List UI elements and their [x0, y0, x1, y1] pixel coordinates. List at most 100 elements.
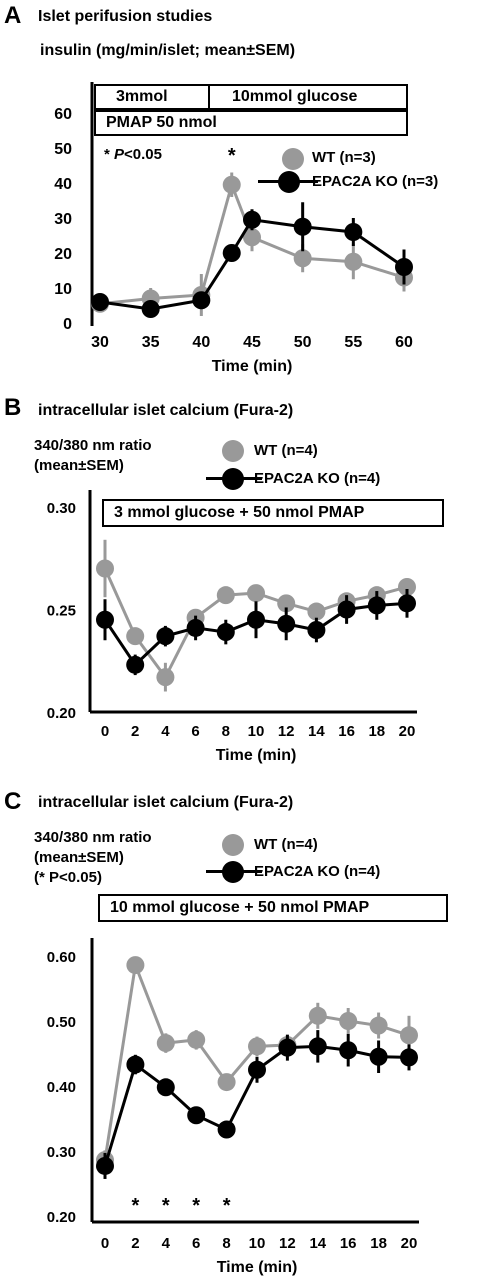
data-point	[369, 1016, 388, 1035]
data-point	[141, 300, 160, 318]
legend-wt-marker-c	[222, 834, 244, 856]
data-point	[337, 600, 356, 619]
x-tick-label-b: 2	[131, 723, 139, 740]
data-point	[278, 1038, 297, 1057]
x-tick-label-c: 16	[340, 1235, 357, 1252]
chart-c: 0.20 0.30 0.40 0.50 0.60 0 2 4 6 8 10 12 14 16 18 20 Tim…	[47, 938, 419, 1276]
panel-b-label: B	[4, 394, 22, 421]
panel-a-sig-note: * P<0.05	[104, 146, 162, 163]
x-tick-label-b: 20	[399, 723, 416, 740]
pmap-label: PMAP 50 nmol	[106, 114, 217, 131]
y-tick-label-c: 0.50	[47, 1014, 76, 1031]
legend-wt-a: WT (n=3)	[312, 149, 376, 166]
series-ko-a	[91, 202, 413, 318]
panel-a-subtitle: insulin (mg/min/islet; mean±SEM)	[40, 42, 296, 59]
y-tick-label-a: 0	[63, 316, 72, 333]
legend-wt-b: WT (n=4)	[254, 442, 318, 459]
panel-b-title: intracellular islet calcium (Fura-2)	[38, 402, 294, 419]
data-point	[400, 1048, 418, 1067]
data-point	[247, 610, 265, 629]
panel-a-title: Islet perifusion studies	[38, 8, 213, 25]
data-point	[339, 1041, 358, 1060]
legend-ko-a: EPAC2A KO (n=3)	[312, 173, 439, 190]
data-point	[369, 1047, 388, 1066]
panel-c-condition-box: 10 mmol glucose + 50 nmol PMAP	[98, 894, 448, 922]
data-point	[277, 614, 296, 633]
panel-c-ylabel-1: 340/380 nm ratio	[34, 829, 152, 846]
x-tick-label-c: 6	[192, 1235, 200, 1252]
data-point	[307, 621, 326, 639]
significance-star-c: *	[192, 1195, 200, 1217]
series-wt-c	[96, 956, 418, 1170]
x-tick-label-a: 30	[91, 334, 109, 351]
data-point	[156, 1034, 175, 1053]
x-tick-label-c: 4	[162, 1235, 171, 1252]
legend-wt-c: WT (n=4)	[254, 836, 318, 853]
data-point	[339, 1012, 358, 1030]
panel-b-condition-box: 3 mmol glucose + 50 nmol PMAP	[102, 499, 444, 527]
data-point	[156, 1078, 175, 1097]
x-tick-label-a: 50	[294, 334, 312, 351]
legend-ko-c: EPAC2A KO (n=4)	[254, 863, 381, 880]
data-point	[395, 258, 413, 276]
y-tick-label-a: 40	[54, 176, 72, 193]
series-ko-b	[96, 589, 416, 676]
data-point	[400, 1026, 418, 1045]
legend-ko-b: EPAC2A KO (n=4)	[254, 470, 381, 487]
data-point	[248, 1060, 266, 1079]
x-tick-label-c: 10	[249, 1235, 266, 1252]
data-point	[126, 1055, 145, 1074]
chart-a: 0 10 20 30 40 50 60 30 35 40 45 50 55 60 Time (min) *	[54, 82, 413, 375]
panel-c-ylabel-2: (mean±SEM)	[34, 849, 124, 866]
data-point	[344, 223, 363, 241]
panel-c-sig-note: (* P<0.05)	[34, 869, 102, 886]
y-tick-label-c: 0.60	[47, 949, 76, 966]
significance-star-c: *	[223, 1195, 231, 1217]
data-point	[247, 584, 265, 603]
legend-wt-marker-b	[222, 440, 244, 462]
panel-b-ylabel-1: 340/380 nm ratio	[34, 437, 152, 454]
data-point	[217, 1073, 236, 1092]
series-ko-c	[96, 1030, 418, 1179]
data-point	[126, 655, 145, 674]
x-tick-label-c: 14	[309, 1235, 326, 1252]
x-tick-label-c: 12	[279, 1235, 296, 1252]
series-wt-a	[91, 172, 413, 316]
x-axis-label-b: Time (min)	[216, 747, 297, 764]
data-point	[277, 594, 296, 613]
data-point	[367, 596, 386, 615]
panel-c-label: C	[4, 788, 22, 815]
data-point	[248, 1037, 266, 1056]
x-tick-label-b: 10	[248, 723, 265, 740]
data-point	[96, 1156, 114, 1175]
x-tick-label-c: 20	[401, 1235, 418, 1252]
x-tick-label-b: 16	[338, 723, 355, 740]
data-point	[156, 668, 175, 687]
glucose-10mmol-label: 10mmol glucose	[232, 88, 358, 105]
data-point	[216, 623, 235, 642]
data-point	[243, 210, 261, 229]
panel-c-title: intracellular islet calcium (Fura-2)	[38, 794, 294, 811]
data-point	[96, 610, 114, 629]
data-point	[96, 559, 114, 578]
x-tick-label-c: 0	[101, 1235, 109, 1252]
x-tick-label-c: 2	[131, 1235, 139, 1252]
x-tick-label-b: 6	[191, 723, 199, 740]
panel-c-condition-label: 10 mmol glucose + 50 nmol PMAP	[110, 899, 370, 916]
data-point	[156, 627, 175, 646]
x-tick-label-a: 40	[192, 334, 210, 351]
data-point	[216, 586, 235, 605]
x-tick-label-a: 35	[142, 334, 160, 351]
legend-ko-marker-b	[222, 468, 244, 490]
y-tick-label-c: 0.20	[47, 1209, 76, 1226]
glucose-10mmol-box: 10mmol glucose	[208, 84, 408, 110]
glucose-3mmol-box: 3mmol	[94, 84, 210, 110]
y-tick-label-a: 30	[54, 211, 72, 228]
data-point	[308, 1006, 327, 1025]
data-point	[91, 293, 109, 311]
data-point	[126, 627, 145, 646]
legend-ko-marker-a	[278, 171, 300, 193]
data-point	[126, 956, 145, 975]
x-tick-label-b: 14	[308, 723, 325, 740]
